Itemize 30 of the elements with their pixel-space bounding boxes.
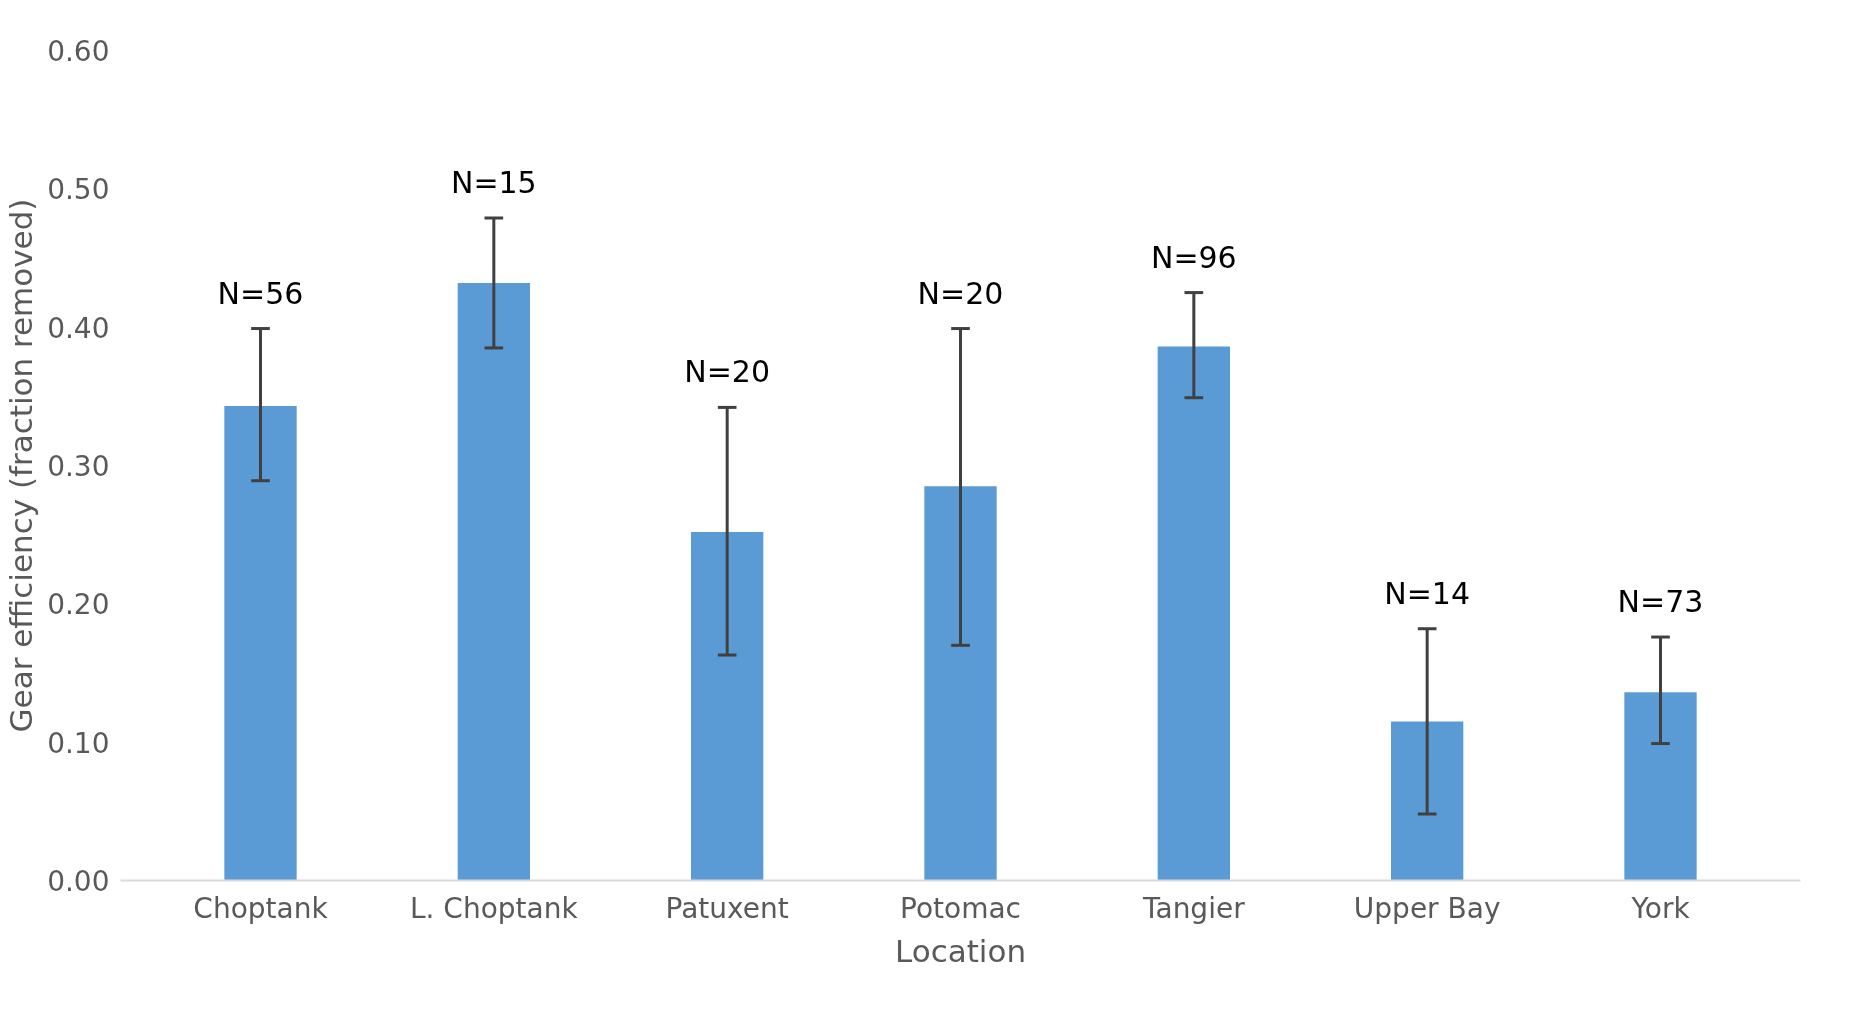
x-tick-label: Patuxent xyxy=(665,891,789,925)
bar xyxy=(924,486,997,881)
annotation: N=20 xyxy=(684,354,771,390)
annotation: N=56 xyxy=(217,275,304,311)
x-tick-label: Tangier xyxy=(1142,891,1246,925)
bar xyxy=(1624,692,1697,881)
y-tick-label: 0.00 xyxy=(47,865,110,898)
bar xyxy=(224,406,297,881)
y-tick-label: 0.60 xyxy=(47,35,110,68)
x-axis-title: Location xyxy=(894,932,1027,969)
x-tick-label: Choptank xyxy=(193,891,329,925)
annotation: N=96 xyxy=(1150,239,1237,275)
annotation: N=14 xyxy=(1384,575,1471,611)
y-tick-label: 0.30 xyxy=(47,450,110,483)
y-axis-title: Gear efficiency (fraction removed) xyxy=(3,198,40,733)
x-tick-label: Potomac xyxy=(900,891,1021,925)
y-tick-label: 0.50 xyxy=(47,173,110,207)
bar xyxy=(1391,721,1464,881)
x-tick-label: York xyxy=(1630,891,1691,925)
bar xyxy=(1157,346,1230,881)
x-tick-label: L. Choptank xyxy=(409,891,579,925)
bar xyxy=(457,282,530,881)
bar xyxy=(691,531,764,881)
y-tick-label: 0.20 xyxy=(47,588,110,622)
annotation: N=15 xyxy=(450,164,537,200)
annotation: N=20 xyxy=(917,275,1004,311)
x-tick-label: Upper Bay xyxy=(1353,891,1501,925)
y-tick-label: 0.10 xyxy=(47,726,110,760)
annotation: N=73 xyxy=(1617,584,1704,620)
y-tick-label: 0.40 xyxy=(47,311,110,345)
